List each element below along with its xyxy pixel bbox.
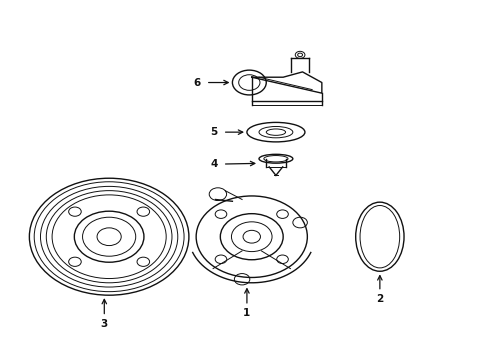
Text: 6: 6 (193, 77, 201, 87)
Text: 2: 2 (375, 294, 383, 304)
Text: 1: 1 (243, 308, 250, 318)
Text: 5: 5 (210, 127, 218, 137)
Text: 3: 3 (101, 319, 108, 329)
Text: 4: 4 (210, 159, 218, 169)
